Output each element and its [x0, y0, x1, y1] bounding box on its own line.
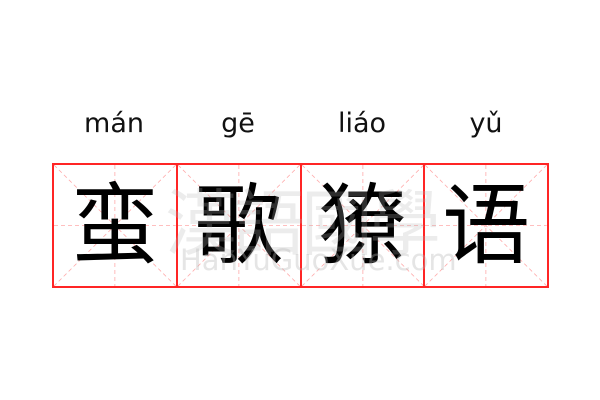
pinyin-1: mán	[84, 108, 144, 139]
character-cell: 蛮	[54, 165, 178, 286]
guide-lines	[54, 165, 176, 286]
guide-lines	[302, 165, 424, 286]
guide-lines	[425, 165, 547, 286]
guide-lines	[178, 165, 300, 286]
hanzi-2: 歌	[194, 173, 283, 277]
character-cell: 歌	[178, 165, 302, 286]
hanzi-4: 语	[442, 173, 531, 277]
hanzi-1: 蛮	[70, 173, 159, 277]
pinyin-3: liáo	[337, 108, 387, 139]
hanzi-3: 獠	[318, 173, 407, 277]
character-grid: 蛮 歌 獠 语	[52, 163, 549, 288]
pinyin-4: yǔ	[469, 108, 503, 139]
pinyin-2: gē	[221, 108, 255, 139]
character-cell: 獠	[302, 165, 426, 286]
character-cell: 语	[425, 165, 547, 286]
